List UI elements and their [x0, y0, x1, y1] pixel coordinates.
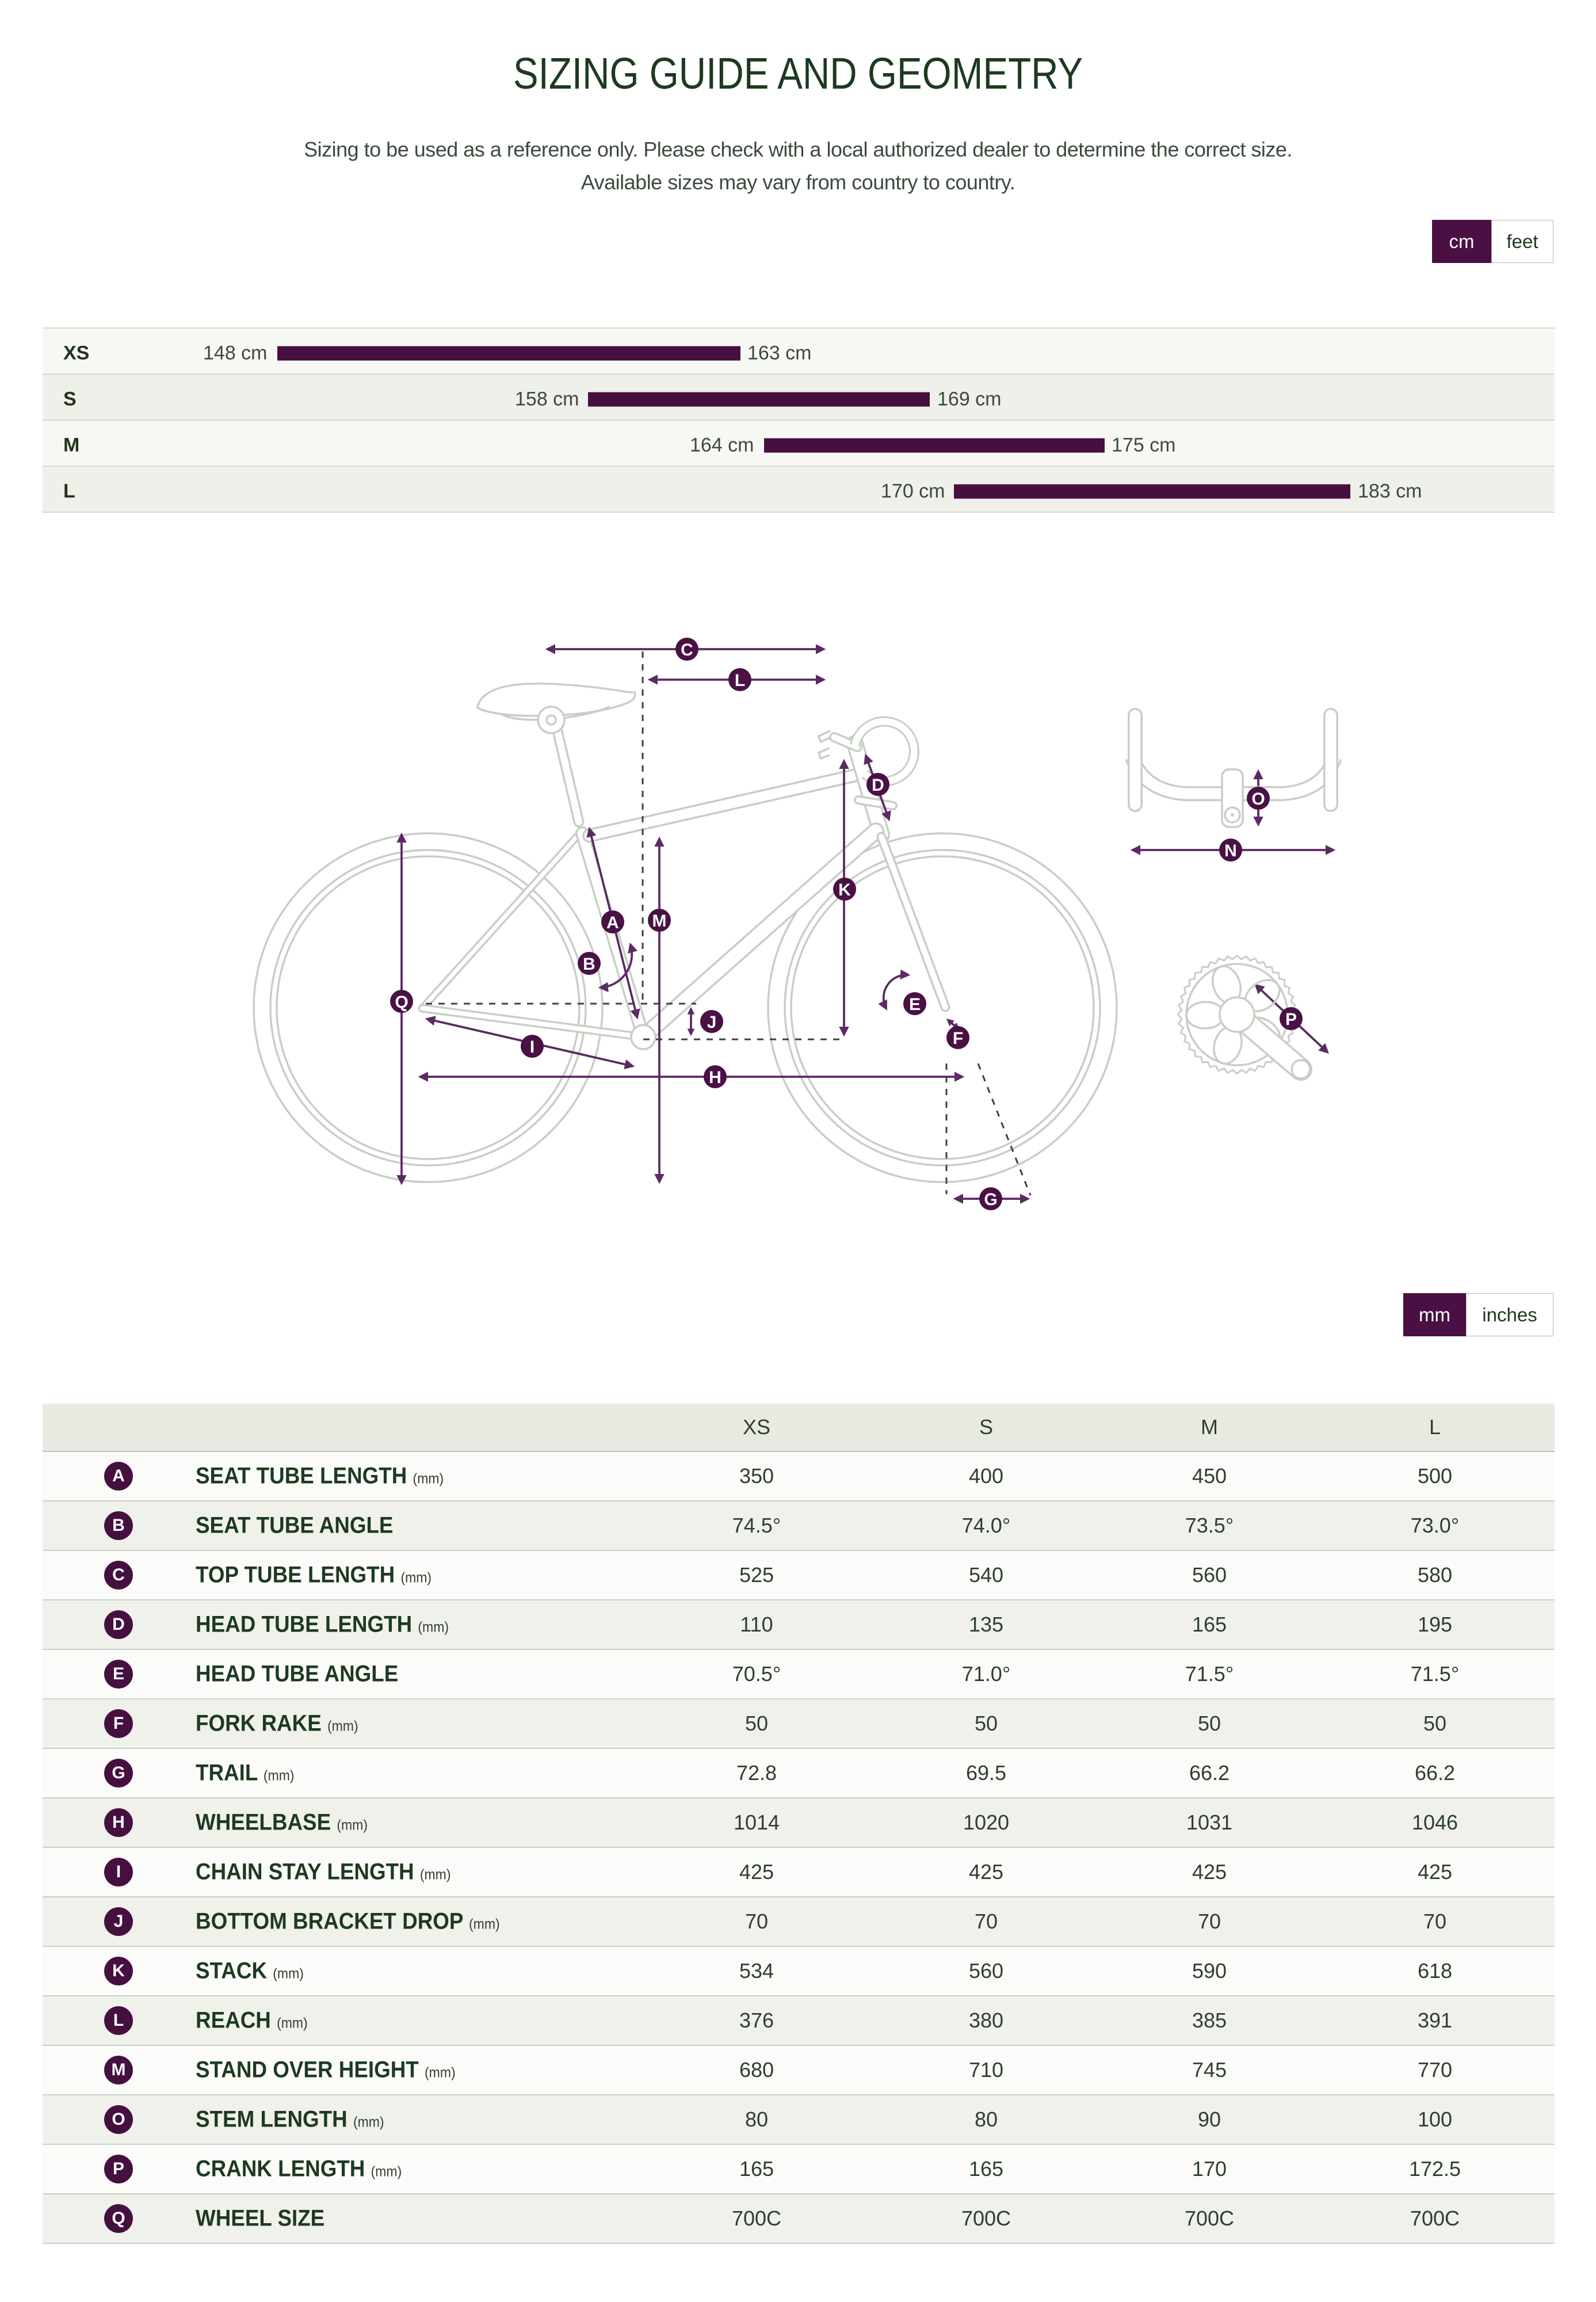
svg-text:G: G	[984, 1190, 997, 1209]
svg-text:E: E	[909, 995, 921, 1014]
svg-text:H: H	[709, 1068, 721, 1087]
svg-text:N: N	[1224, 841, 1237, 860]
svg-text:Q: Q	[395, 993, 408, 1012]
svg-text:O: O	[1251, 790, 1265, 809]
svg-text:C: C	[681, 641, 693, 660]
svg-text:P: P	[1285, 1010, 1297, 1029]
svg-text:I: I	[530, 1038, 534, 1057]
svg-text:L: L	[735, 671, 745, 690]
svg-text:K: K	[838, 881, 851, 900]
svg-text:M: M	[652, 912, 667, 931]
svg-text:A: A	[606, 913, 619, 932]
svg-text:J: J	[707, 1013, 717, 1032]
svg-text:D: D	[872, 776, 884, 795]
svg-text:F: F	[953, 1029, 963, 1048]
svg-text:B: B	[583, 955, 595, 974]
